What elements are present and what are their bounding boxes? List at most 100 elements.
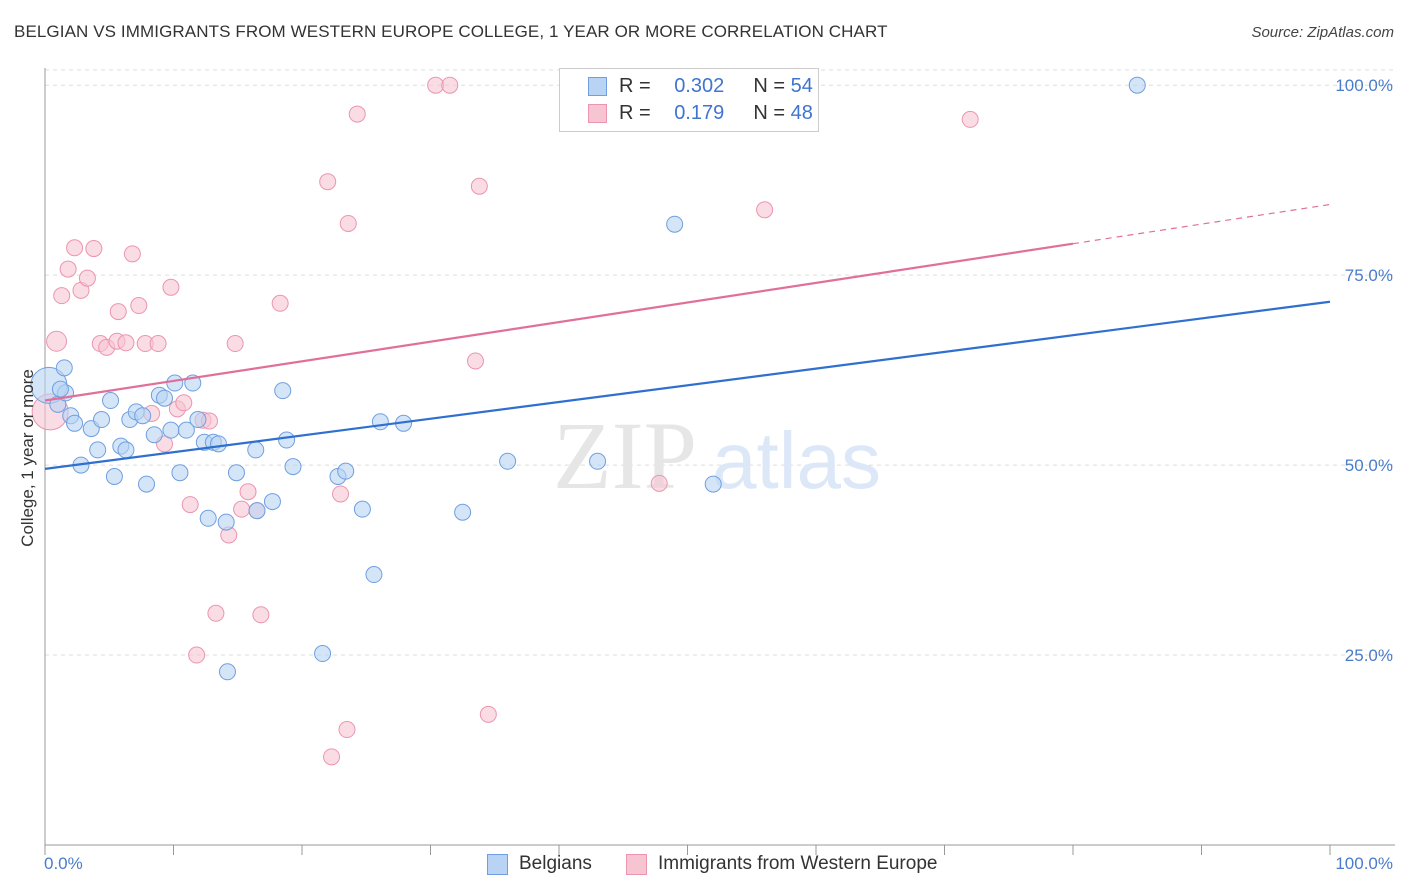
belgians-point bbox=[666, 215, 684, 233]
belgians-point bbox=[454, 503, 472, 521]
n-label: N = bbox=[753, 75, 786, 97]
immigrants-point bbox=[239, 483, 257, 501]
belgians-point bbox=[166, 374, 184, 392]
n-label: N = bbox=[753, 102, 786, 124]
immigrants-point bbox=[348, 105, 366, 123]
immigrants-point bbox=[226, 335, 244, 353]
tick-labels: 25.0% 50.0% 75.0% 100.0% 0.0% 100.0% bbox=[44, 76, 1393, 873]
y-tick-label: 50.0% bbox=[1345, 456, 1393, 475]
immigrants-point bbox=[46, 330, 68, 352]
belgians-point bbox=[66, 414, 84, 432]
immigrants-point bbox=[323, 748, 341, 766]
belgians-point bbox=[134, 407, 152, 425]
r-label: R = bbox=[619, 102, 651, 124]
chart-title: BELGIAN VS IMMIGRANTS FROM WESTERN EUROP… bbox=[14, 22, 888, 41]
y-tick-label: 75.0% bbox=[1345, 266, 1393, 285]
immigrants-point bbox=[339, 214, 357, 232]
belgians-point bbox=[145, 426, 163, 444]
immigrants-point bbox=[233, 500, 251, 518]
immigrants-point bbox=[162, 278, 180, 296]
belgians-point bbox=[1128, 76, 1146, 94]
watermark-atlas: atlas bbox=[712, 416, 881, 505]
r-label: R = bbox=[619, 75, 651, 97]
belgians-point bbox=[93, 411, 111, 429]
belgians-point bbox=[263, 493, 281, 511]
x-tick-label-max: 100.0% bbox=[1335, 854, 1393, 873]
legend-swatch-immigrants bbox=[588, 104, 607, 123]
immigrants-point bbox=[427, 76, 445, 94]
immigrants-point bbox=[53, 287, 71, 305]
belgians-point bbox=[117, 441, 135, 459]
immigrants-point bbox=[332, 485, 350, 503]
immigrants-point bbox=[338, 721, 356, 739]
belgians-point bbox=[704, 475, 722, 493]
belgians-point bbox=[247, 441, 265, 459]
belgians-point bbox=[51, 380, 69, 398]
r-value-belgians: 0.302 bbox=[674, 75, 725, 97]
axes bbox=[44, 68, 1395, 855]
watermark-zip: ZIP bbox=[553, 402, 697, 509]
watermark: ZIP atlas bbox=[553, 402, 881, 509]
legend-stats-immigrants: R = 0.179 N = 48 bbox=[619, 102, 813, 125]
immigrants-point bbox=[756, 201, 774, 219]
immigrants-point bbox=[207, 604, 225, 622]
belgians-point bbox=[171, 464, 189, 482]
immigrants-point bbox=[271, 294, 289, 312]
n-value-belgians: 54 bbox=[790, 75, 813, 97]
belgians-point bbox=[353, 500, 371, 518]
n-value-immigrants: 48 bbox=[790, 102, 813, 124]
immigrants-point bbox=[319, 173, 337, 191]
belgians-point bbox=[371, 413, 389, 431]
stats-legend: R = 0.302 N = 54 R = 0.179 N = 48 bbox=[559, 68, 819, 132]
immigrants-point bbox=[441, 76, 459, 94]
legend-swatch-belgians bbox=[588, 77, 607, 96]
trend-line-belgians bbox=[44, 300, 1331, 470]
y-tick-label: 25.0% bbox=[1345, 646, 1393, 665]
immigrants-point bbox=[123, 245, 141, 263]
belgians-point bbox=[248, 502, 266, 520]
immigrants-point bbox=[175, 394, 193, 412]
belgians-point bbox=[55, 359, 73, 377]
series-belgians-points bbox=[30, 76, 1146, 681]
immigrants-point bbox=[78, 269, 96, 287]
trend-lines bbox=[44, 203, 1331, 470]
legend-stats-belgians: R = 0.302 N = 54 bbox=[619, 75, 813, 98]
bottom-label-belgians: Belgians bbox=[519, 853, 592, 874]
belgians-point bbox=[89, 441, 107, 459]
trend-line-immigrants-extension bbox=[1072, 203, 1331, 245]
belgians-point bbox=[209, 435, 227, 453]
immigrants-point bbox=[650, 474, 668, 492]
y-tick-label: 100.0% bbox=[1335, 76, 1393, 95]
belgians-point bbox=[105, 467, 123, 485]
immigrants-point bbox=[109, 303, 127, 321]
immigrants-point bbox=[117, 334, 135, 352]
belgians-point bbox=[284, 458, 302, 476]
trend-line-immigrants bbox=[44, 242, 1074, 402]
grid-lines bbox=[45, 69, 1395, 656]
belgians-point bbox=[177, 421, 195, 439]
immigrants-point bbox=[479, 705, 497, 723]
belgians-point bbox=[102, 392, 120, 410]
belgians-point bbox=[156, 389, 174, 407]
immigrants-point bbox=[961, 110, 979, 128]
belgians-point bbox=[365, 566, 383, 584]
y-axis-label: College, 1 year or more bbox=[18, 369, 37, 547]
bottom-swatch-belgians bbox=[487, 854, 508, 875]
bottom-swatch-immigrants bbox=[626, 854, 647, 875]
belgians-point bbox=[162, 421, 180, 439]
source-credit: Source: ZipAtlas.com bbox=[1251, 24, 1394, 41]
immigrants-point bbox=[149, 335, 167, 353]
x-tick-label-min: 0.0% bbox=[44, 854, 83, 873]
belgians-point bbox=[138, 475, 156, 493]
belgians-point bbox=[217, 513, 235, 531]
immigrants-point bbox=[470, 177, 488, 195]
immigrants-point bbox=[252, 606, 270, 624]
belgians-point bbox=[278, 431, 296, 449]
belgians-point bbox=[499, 452, 517, 470]
immigrants-point bbox=[466, 352, 484, 370]
belgians-point bbox=[314, 645, 332, 663]
immigrants-point bbox=[66, 239, 84, 257]
immigrants-point bbox=[59, 260, 77, 278]
belgians-point bbox=[199, 509, 217, 527]
